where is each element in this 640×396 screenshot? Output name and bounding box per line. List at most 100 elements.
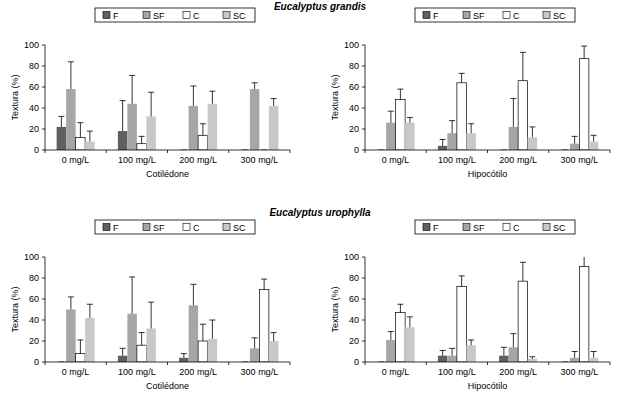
- y-tick: [42, 108, 45, 109]
- x-axis: [365, 362, 610, 363]
- error-stem: [452, 348, 453, 355]
- y-tick-label: 80: [29, 273, 39, 283]
- bar: [179, 358, 189, 362]
- bar: [208, 339, 218, 362]
- legend-swatch: [423, 224, 430, 231]
- error-bar: [58, 116, 64, 127]
- error-stem: [183, 354, 184, 358]
- error-cap: [529, 356, 535, 357]
- legend-swatch: [103, 12, 110, 19]
- error-stem: [452, 121, 453, 134]
- error-cap: [200, 123, 206, 124]
- error-cap: [129, 75, 135, 76]
- legend-label: SF: [473, 223, 485, 233]
- y-tick: [42, 299, 45, 300]
- error-cap: [120, 348, 126, 349]
- y-tick: [362, 87, 365, 88]
- x-tick: [610, 362, 611, 365]
- bar: [259, 290, 269, 362]
- bar: [570, 144, 580, 150]
- y-tick: [42, 257, 45, 258]
- y-tick: [42, 320, 45, 321]
- error-stem: [70, 62, 71, 89]
- error-bar: [407, 117, 413, 122]
- error-cap: [252, 337, 258, 338]
- y-axis-label: Textura (%): [330, 74, 340, 120]
- bar: [76, 137, 86, 150]
- legend-label: C: [193, 223, 200, 233]
- x-tick: [228, 362, 229, 365]
- error-bar: [252, 338, 258, 349]
- error-bar: [591, 135, 597, 141]
- error-stem: [61, 116, 62, 127]
- y-tick: [42, 150, 45, 151]
- bar: [499, 356, 509, 362]
- error-bar: [510, 334, 516, 348]
- error-bar: [77, 123, 83, 138]
- x-tick: [167, 150, 168, 153]
- x-tick: [290, 362, 291, 365]
- error-cap: [468, 339, 474, 340]
- error-cap: [58, 116, 64, 117]
- y-tick-label: 0: [34, 145, 39, 155]
- y-tick: [362, 66, 365, 67]
- y-tick: [362, 278, 365, 279]
- y-tick: [42, 362, 45, 363]
- legend-label: F: [433, 223, 439, 233]
- legend-swatch: [543, 224, 550, 231]
- legend-label: F: [433, 11, 439, 21]
- bar: [85, 142, 95, 150]
- y-axis: [365, 45, 366, 150]
- x-tick: [106, 362, 107, 365]
- error-stem: [254, 83, 255, 89]
- bar: [466, 133, 476, 150]
- error-bar: [591, 352, 597, 358]
- x-axis: [45, 150, 290, 151]
- error-bar: [181, 354, 187, 358]
- bar: [457, 286, 467, 362]
- error-bar: [501, 347, 507, 355]
- y-axis-label: Textura (%): [10, 74, 20, 120]
- error-stem: [461, 276, 462, 287]
- x-tick-label: 0 mg/L: [62, 155, 90, 165]
- legend-label: C: [193, 11, 200, 21]
- legend-swatch: [463, 12, 470, 19]
- error-bar: [440, 350, 446, 355]
- error-cap: [190, 284, 196, 285]
- error-stem: [80, 340, 81, 354]
- bar: [269, 106, 279, 150]
- error-cap: [148, 302, 154, 303]
- error-stem: [132, 75, 133, 103]
- legend-swatch: [143, 224, 150, 231]
- legend-swatch: [503, 12, 510, 19]
- error-stem: [264, 279, 265, 290]
- y-tick-label: 100: [344, 252, 359, 262]
- y-tick: [362, 341, 365, 342]
- error-cap: [209, 91, 215, 92]
- legend-label: SC: [553, 223, 566, 233]
- bar: [579, 266, 589, 362]
- legend-label: SC: [553, 11, 566, 21]
- error-bar: [397, 89, 403, 100]
- chart-title: Eucalyptus grandis: [274, 1, 367, 12]
- y-tick-label: 60: [349, 82, 359, 92]
- y-tick-label: 100: [24, 40, 39, 50]
- error-cap: [139, 332, 145, 333]
- bar: [250, 348, 260, 362]
- legend-label: SF: [153, 223, 165, 233]
- bar: [57, 127, 67, 150]
- legend-swatch: [503, 224, 510, 231]
- legend-swatch: [463, 224, 470, 231]
- bar: [66, 89, 76, 150]
- legend-swatch: [223, 224, 230, 231]
- y-tick-label: 80: [349, 61, 359, 71]
- error-bar: [190, 284, 196, 305]
- y-tick-label: 60: [29, 82, 39, 92]
- x-tick: [45, 150, 46, 153]
- error-bar: [449, 348, 455, 355]
- bar: [208, 104, 218, 150]
- error-bar: [388, 332, 394, 340]
- error-bar: [77, 340, 83, 354]
- y-tick-label: 60: [349, 294, 359, 304]
- y-tick-label: 80: [349, 273, 359, 283]
